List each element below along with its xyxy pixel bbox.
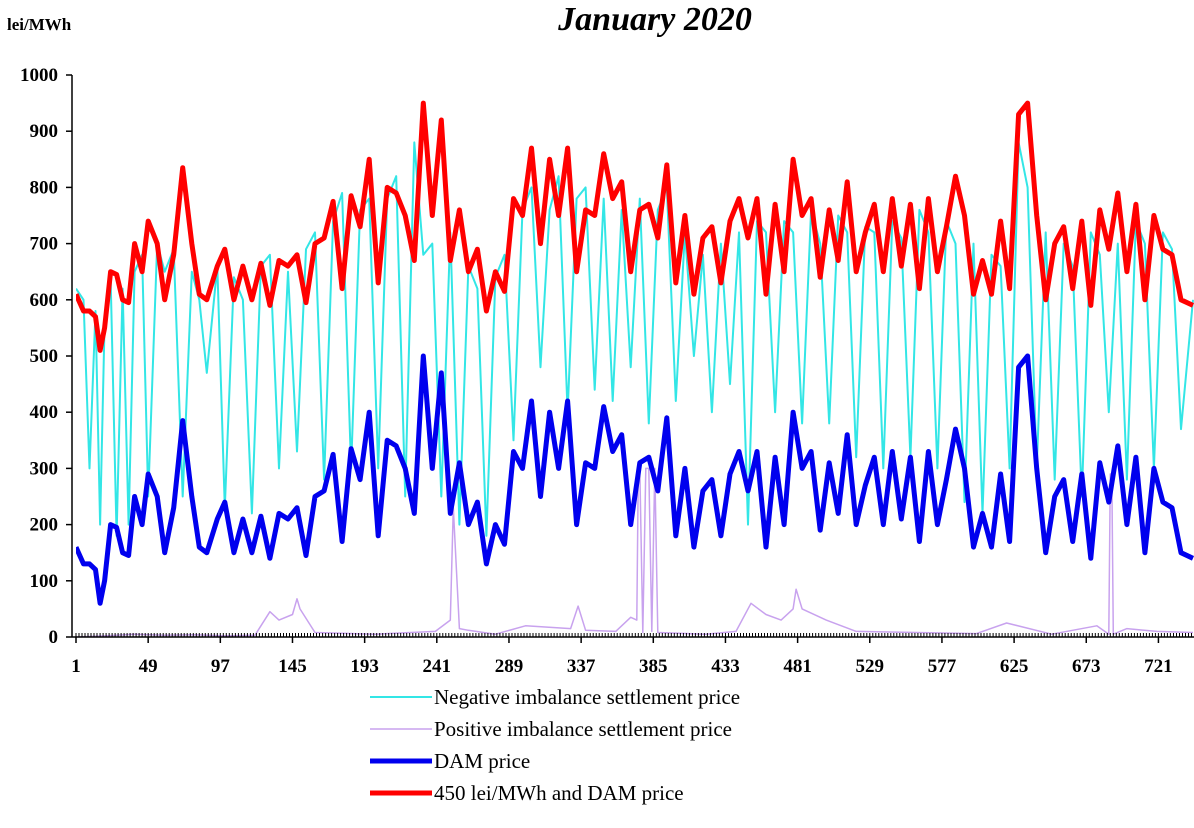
y-tick-label: 900 [30,121,59,142]
x-tick-label: 721 [1144,656,1173,677]
x-tick-label: 529 [856,656,885,677]
y-tick-label: 400 [30,402,59,423]
legend-label-0: Negative imbalance settlement price [434,685,740,709]
x-tick-label: 241 [423,656,452,677]
x-tick-label: 673 [1072,656,1101,677]
y-tick-label: 500 [30,346,59,367]
y-tick-label: 800 [30,177,59,198]
x-tick-label: 337 [567,656,596,677]
x-tick-label: 97 [211,656,231,677]
x-tick-label: 49 [139,656,158,677]
plot-series [76,100,1194,637]
x-tick-label: 385 [639,656,668,677]
x-tick-label: 145 [278,656,307,677]
x-tick-label: 433 [711,656,740,677]
series-line-3 [76,100,1194,353]
x-tick-label: 1 [71,656,81,677]
legend: Negative imbalance settlement price Posit… [370,685,740,805]
legend-label-1: Positive imbalance settlement price [434,717,732,741]
legend-label-2: DAM price [434,749,530,773]
y-axis-label: lei/MWh [7,15,72,34]
x-tick-label: 289 [495,656,524,677]
y-tick-label: 100 [30,571,59,592]
x-tick-label: 577 [928,656,957,677]
y-tick-label: 300 [30,458,59,479]
x-ticks: 1 49 97 145 193 241 289 337 385 433 481 529 577 625 67… [71,637,1173,677]
x-minor-ticks [75,633,1192,637]
y-tick-label: 700 [30,234,59,255]
x-tick-label: 625 [1000,656,1029,677]
y-tick-label: 600 [30,290,59,311]
legend-label-3: 450 lei/MWh and DAM price [434,781,684,805]
x-tick-label: 193 [350,656,379,677]
y-tick-label: 200 [30,515,59,536]
x-tick-label: 481 [783,656,812,677]
y-tick-label: 1000 [20,65,58,86]
series-line-2 [76,353,1194,606]
chart-title: January 2020 [557,1,752,38]
y-tick-label: 0 [49,627,59,648]
y-ticks: 0 100 200 300 400 500 600 700 800 900 1000 [20,65,72,648]
series-line-0 [76,141,1194,537]
